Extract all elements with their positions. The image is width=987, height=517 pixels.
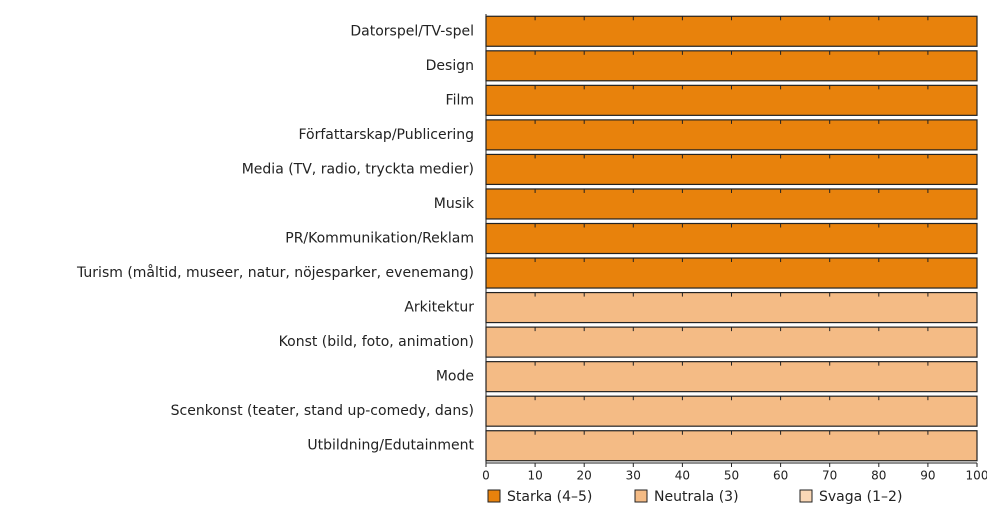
y-tick-label: Media (TV, radio, tryckta medier) [242,161,474,177]
x-tick-label: 0 [482,469,490,483]
y-tick-label: Design [426,58,474,74]
legend-label: Svaga (1–2) [819,489,902,505]
x-tick-label: 60 [773,469,788,483]
bar-segment [485,188,978,220]
y-tick-label: PR/Kommunikation/Reklam [285,231,474,247]
x-tick-label: 10 [527,469,542,483]
legend-label: Neutrala (3) [654,489,739,505]
legend-swatch [487,489,501,503]
y-tick-label: Författarskap/Publicering [299,127,475,143]
x-tick-label: 30 [626,469,641,483]
y-tick-label: Datorspel/TV-spel [350,23,474,39]
x-tick-label: 40 [675,469,690,483]
bar-segment [485,15,978,47]
x-tick-label: 80 [871,469,886,483]
bar-segment [485,222,978,255]
x-tick-label: 20 [577,469,592,483]
bar-segment [485,361,978,393]
bar-segment [485,395,978,427]
x-tick-label: 70 [822,469,837,483]
y-tick-label: Utbildning/Edutainment [307,438,474,454]
bar-segment [485,119,978,151]
x-tick-label: 90 [920,469,935,483]
y-tick-label: Scenkonst (teater, stand up-comedy, dans… [171,403,474,419]
bar-segment [485,257,978,289]
bar-segment [485,430,978,462]
y-tick-label: Arkitektur [404,300,474,316]
y-tick-label: Film [446,92,474,108]
x-tick-label: 50 [724,469,739,483]
y-tick-label: Musik [434,196,475,212]
bar-segment [485,326,978,358]
bar-segment [485,84,978,116]
x-tick-label: 100 [966,469,987,483]
bar-segment [485,291,978,324]
bar-segment [485,153,978,186]
bar-segment [485,50,978,82]
legend-swatch [799,489,813,503]
legend-label: Starka (4–5) [507,489,592,505]
y-tick-label: Konst (bild, foto, animation) [279,334,474,350]
y-tick-label: Mode [436,369,474,385]
y-tick-label: Turism (måltid, museer, natur, nöjespark… [76,264,474,281]
legend-swatch [634,489,648,503]
